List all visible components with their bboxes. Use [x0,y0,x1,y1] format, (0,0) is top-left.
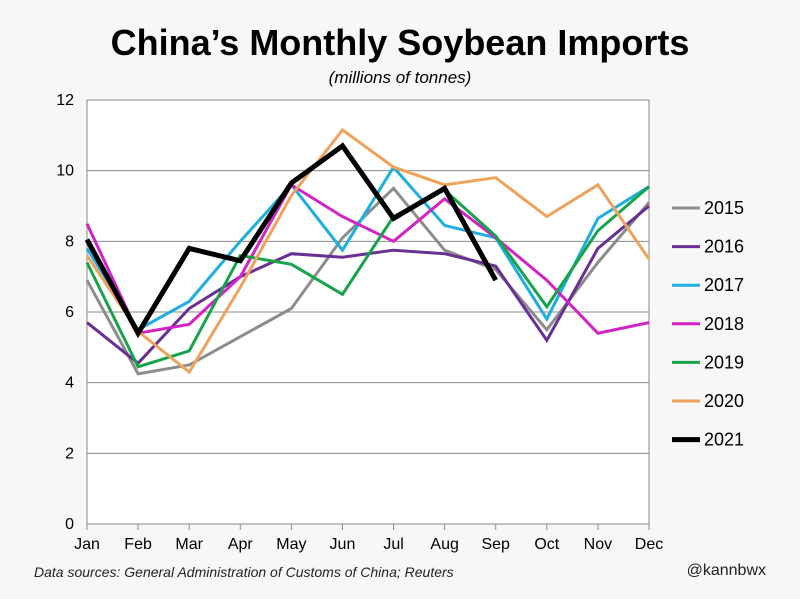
x-tick-label: Sep [481,536,510,553]
legend-label: 2017 [704,275,744,295]
y-tick-label: 4 [65,375,74,392]
x-tick-label: Feb [124,536,152,553]
data-source-note: Data sources: General Administration of … [34,564,454,580]
y-tick-label: 8 [65,233,74,250]
gridlines [87,99,649,454]
legend-label: 2019 [704,352,744,372]
legend-label: 2021 [704,430,744,450]
series-line-2019 [85,185,650,369]
axes: 0 2 4 6 8 10 12 Jan Feb Mar Apr May Jun Jul Aug Sep Oct N… [56,92,663,553]
author-handle: @kannbwx [686,562,766,579]
x-tick-label: Jan [74,536,100,553]
series-line-2018 [85,182,650,335]
legend-label: 2018 [704,314,744,334]
x-tick-label: Aug [430,536,458,553]
y-tick-label: 10 [56,163,74,180]
legend-label: 2015 [704,198,744,218]
y-tick-label: 2 [65,445,74,462]
chart-subtitle: (millions of tonnes) [328,68,472,87]
x-tick-label: Nov [584,536,612,553]
x-tick-label: Mar [175,536,203,553]
series-line-2020 [85,127,651,375]
x-tick-label: Dec [635,536,663,553]
y-tick-label: 12 [56,92,74,109]
legend: 2015 2016 2017 2018 2019 2020 2021 [672,198,744,450]
y-tick-label: 6 [65,304,74,321]
x-tick-label: Jun [330,536,356,553]
x-tick-label: Jul [383,536,403,553]
x-tick-label: Apr [228,536,254,553]
chart-title: China’s Monthly Soybean Imports [110,22,690,63]
legend-label: 2020 [704,391,744,411]
x-tick-label: May [276,536,306,553]
y-tick-label: 0 [65,516,74,533]
series-line-2021 [84,142,498,339]
x-tick-label: Oct [534,536,559,553]
series-line-2017 [85,164,650,332]
series-lines [84,127,651,376]
legend-label: 2016 [704,237,744,257]
